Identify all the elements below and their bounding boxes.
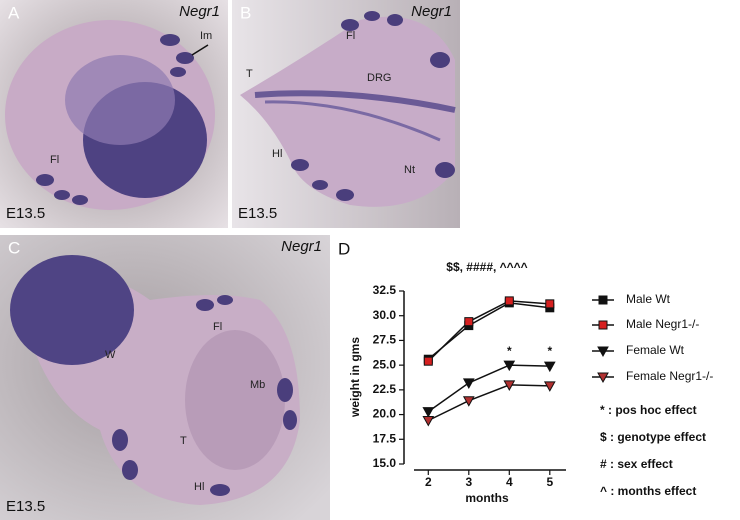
panel-d: D $$, ####, ^^^^ months weight in gms 15… bbox=[338, 239, 713, 505]
point-annotation: * bbox=[507, 344, 512, 358]
structure-label: Fl bbox=[50, 154, 59, 166]
y-tick-label: 15.0 bbox=[373, 456, 397, 470]
legend-label: Male Negr1-/- bbox=[626, 317, 699, 331]
structure-label: Hl bbox=[194, 481, 204, 493]
panel-c: C Negr1 Fl W Mb T Hl E13.5 bbox=[0, 235, 330, 520]
note: ^ : months effect bbox=[600, 484, 696, 498]
structure-label: Fl bbox=[213, 321, 222, 333]
marker bbox=[462, 396, 475, 407]
structure-label: Mb bbox=[250, 379, 265, 391]
gene-label: Negr1 bbox=[411, 3, 452, 20]
embryo bbox=[240, 16, 455, 207]
limb-stain bbox=[291, 11, 455, 201]
y-tick-label: 20.0 bbox=[373, 407, 397, 421]
x-axis-label: months bbox=[465, 491, 509, 505]
y-tick-label: 22.5 bbox=[373, 382, 397, 396]
x-tick-label: 5 bbox=[546, 475, 553, 489]
body bbox=[185, 330, 285, 470]
series-line bbox=[427, 364, 550, 413]
legend-label: Male Wt bbox=[626, 292, 671, 306]
limb-stain bbox=[36, 34, 194, 205]
legend-marker bbox=[597, 372, 609, 384]
structure-label: Fl bbox=[346, 30, 355, 42]
structure-label: Hl bbox=[272, 148, 282, 160]
y-tick-label: 30.0 bbox=[373, 308, 397, 322]
x-tick-label: 3 bbox=[465, 475, 472, 489]
structure-label: T bbox=[246, 68, 253, 80]
x-tick-label: 4 bbox=[506, 475, 513, 489]
marker bbox=[462, 378, 475, 389]
legend-marker bbox=[597, 346, 609, 358]
tissue bbox=[65, 55, 175, 145]
note: $ : genotype effect bbox=[600, 430, 706, 444]
stage-label: E13.5 bbox=[6, 498, 45, 515]
structure-label: Nt bbox=[404, 164, 415, 176]
head bbox=[10, 255, 134, 365]
structure-label: T bbox=[180, 435, 187, 447]
y-tick-label: 32.5 bbox=[373, 283, 397, 297]
structure-label: DRG bbox=[367, 72, 391, 84]
marker bbox=[503, 360, 516, 372]
neural-tube bbox=[254, 90, 456, 113]
drg bbox=[264, 100, 441, 142]
series-line bbox=[427, 384, 550, 422]
legend-label: Female Wt bbox=[626, 343, 685, 357]
series-line bbox=[427, 300, 550, 362]
marker bbox=[543, 381, 556, 392]
y-tick-label: 25.0 bbox=[373, 357, 397, 371]
y-axis-label: weight in gms bbox=[348, 337, 362, 418]
gene-label: Negr1 bbox=[281, 238, 322, 255]
panel-a: A Negr1 Im Fl E13.5 bbox=[0, 0, 228, 228]
marker bbox=[504, 296, 514, 306]
structure-label: W bbox=[105, 349, 116, 361]
point-annotation: * bbox=[547, 344, 552, 358]
legend-label: Female Negr1-/- bbox=[626, 369, 713, 383]
marker bbox=[503, 380, 516, 391]
arrow bbox=[191, 44, 209, 56]
panel-letter: B bbox=[240, 3, 251, 22]
annotation: $$, ####, ^^^^ bbox=[446, 260, 527, 274]
marker bbox=[543, 361, 556, 373]
panel-b: B Negr1 Fl T DRG Hl Nt E13.5 bbox=[232, 0, 460, 228]
marker bbox=[423, 356, 433, 366]
marker bbox=[545, 299, 555, 309]
legend-marker bbox=[598, 320, 608, 330]
panel-letter: D bbox=[338, 239, 350, 258]
stage-label: E13.5 bbox=[238, 205, 277, 222]
note: * : pos hoc effect bbox=[600, 403, 697, 417]
marker bbox=[422, 416, 435, 427]
legend-marker bbox=[598, 295, 608, 305]
structure-label: Im bbox=[200, 30, 212, 42]
y-tick-label: 27.5 bbox=[373, 333, 397, 347]
limb-stain bbox=[112, 295, 297, 496]
x-tick-label: 2 bbox=[425, 475, 432, 489]
panel-letter: C bbox=[8, 238, 20, 257]
panel-letter: A bbox=[8, 3, 20, 22]
gene-label: Negr1 bbox=[179, 3, 220, 20]
marker bbox=[422, 407, 435, 418]
marker bbox=[464, 317, 474, 327]
y-tick-label: 17.5 bbox=[373, 431, 397, 445]
note: # : sex effect bbox=[600, 457, 673, 471]
stage-label: E13.5 bbox=[6, 205, 45, 222]
